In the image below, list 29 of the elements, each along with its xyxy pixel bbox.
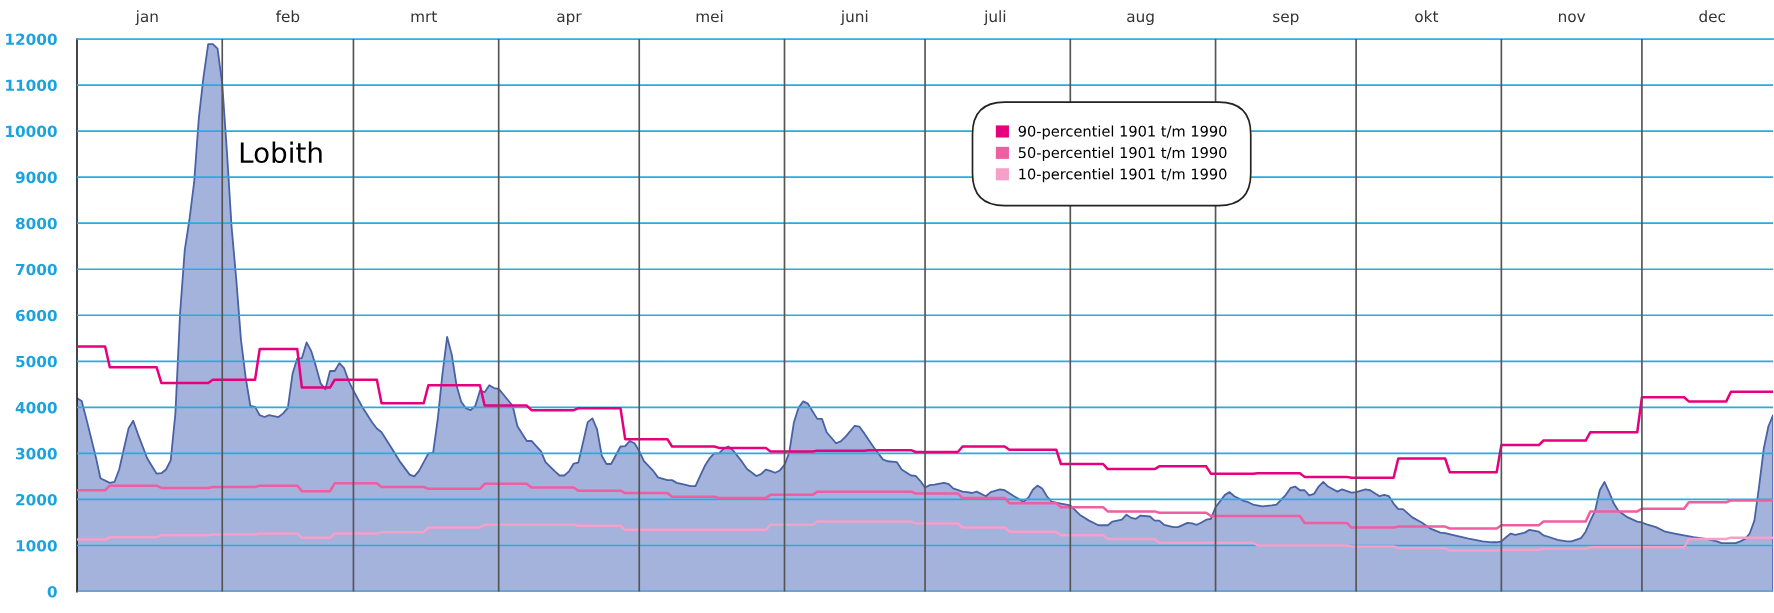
- y-tick-label: 2000: [16, 493, 57, 506]
- y-tick-label: 4000: [15, 401, 57, 414]
- y-tick-label: 10000: [6, 125, 57, 138]
- x-tick-label: feb: [275, 10, 300, 23]
- legend-label: 10-percentiel 1901 t/m 1990: [1019, 168, 1227, 183]
- y-tick-label: 1000: [16, 539, 57, 552]
- y-tick-label: 6000: [15, 309, 57, 322]
- y-tick-label: 12000: [6, 33, 57, 46]
- x-tick-label: juni: [840, 10, 868, 26]
- x-tick-label: okt: [1415, 10, 1439, 23]
- y-tick-label: 5000: [16, 355, 57, 368]
- x-tick-label: mei: [696, 10, 723, 23]
- y-tick-label: 0: [47, 586, 57, 598]
- x-tick-label: juli: [983, 10, 1006, 26]
- x-tick-label: apr: [557, 13, 582, 26]
- x-tick-label: nov: [1558, 13, 1586, 23]
- y-tick-label: 9000: [15, 171, 57, 184]
- legend-label: 50-percentiel 1901 t/m 1990: [1018, 146, 1227, 161]
- x-tick-label: dec: [1699, 10, 1725, 23]
- x-tick-label: aug: [1127, 13, 1154, 26]
- annotation: Lobith: [240, 141, 322, 164]
- x-tick-label: mrt: [411, 11, 437, 22]
- legend-label: 90-percentiel 1901 t/m 1990: [1018, 125, 1227, 140]
- y-tick-label: 7000: [16, 263, 57, 276]
- y-tick-label: 3000: [16, 447, 57, 460]
- y-tick-label: 11000: [6, 79, 57, 92]
- y-tick-label: 8000: [15, 217, 57, 230]
- x-tick-label: jan: [135, 10, 158, 26]
- x-tick-label: sep: [1273, 13, 1299, 26]
